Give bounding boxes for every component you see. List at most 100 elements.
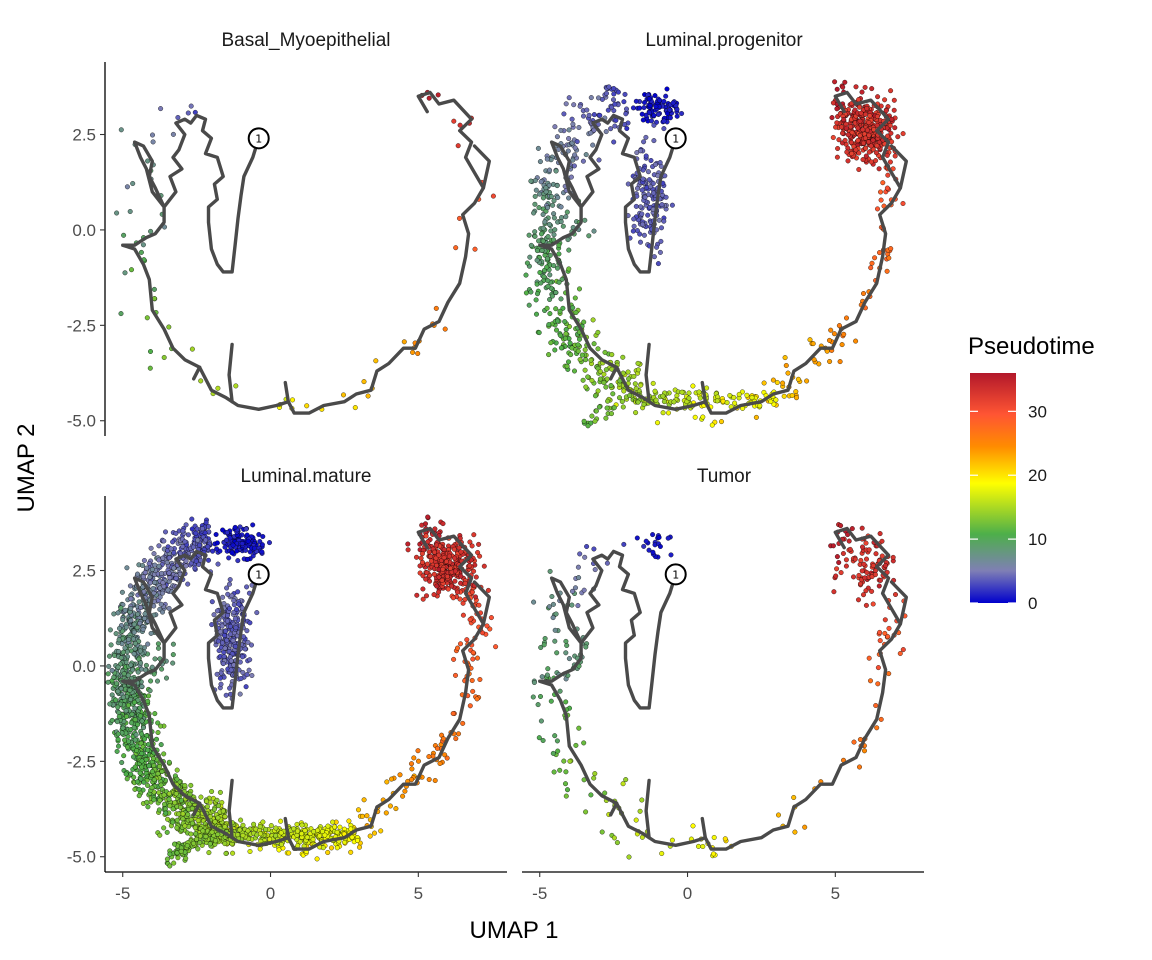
cell-point — [268, 823, 274, 829]
cell-point — [352, 405, 358, 411]
cell-point — [206, 850, 212, 856]
cell-point — [596, 157, 602, 163]
cell-point — [439, 577, 445, 583]
cell-point — [441, 555, 447, 561]
cell-point — [875, 681, 881, 687]
cell-point — [131, 651, 137, 657]
cell-point — [875, 206, 880, 212]
cell-point — [690, 383, 696, 389]
cell-point — [834, 120, 840, 126]
y-tick-label: 2.5 — [72, 126, 96, 145]
cell-point — [646, 96, 652, 102]
cell-point — [638, 382, 644, 388]
cell-point — [862, 748, 867, 754]
cell-point — [230, 850, 236, 856]
cell-point — [143, 757, 149, 763]
cell-point — [643, 134, 649, 140]
cell-point — [612, 123, 618, 129]
cell-point — [581, 319, 587, 325]
cell-point — [545, 278, 551, 284]
cell-point — [414, 592, 420, 598]
cell-point — [152, 579, 158, 585]
cell-point — [547, 167, 552, 173]
cell-point — [900, 201, 906, 206]
cell-point — [657, 160, 663, 166]
cell-point — [782, 355, 788, 361]
cell-point — [131, 621, 137, 627]
cell-point — [257, 831, 263, 837]
cell-point — [170, 641, 176, 647]
cell-point — [418, 555, 424, 561]
cell-point — [227, 577, 233, 583]
cell-point — [171, 550, 177, 556]
cell-point — [237, 691, 243, 697]
cell-point — [224, 530, 230, 536]
cell-point — [156, 807, 162, 813]
cell-point — [609, 411, 614, 417]
cell-point — [435, 92, 441, 98]
cell-point — [193, 831, 199, 837]
cell-point — [646, 110, 652, 116]
cell-point — [714, 398, 720, 404]
legend-tick-label: 20 — [1028, 466, 1047, 485]
cell-point — [451, 656, 457, 662]
cell-point — [554, 134, 560, 140]
cell-point — [836, 323, 842, 329]
cell-point — [661, 118, 667, 124]
cell-point — [866, 655, 872, 661]
cell-point — [592, 771, 598, 777]
cell-point — [182, 783, 188, 789]
cell-point — [357, 844, 362, 850]
cell-point — [832, 79, 838, 85]
cell-point — [148, 545, 154, 551]
cell-point — [631, 216, 637, 222]
cell-point — [637, 808, 643, 814]
cell-point — [646, 177, 652, 183]
cell-point — [471, 532, 477, 538]
cell-point — [665, 535, 671, 541]
cell-point — [851, 739, 857, 745]
facet-title-luminal-mature: Luminal.mature — [241, 466, 372, 487]
cell-point — [841, 331, 847, 337]
cell-point — [566, 247, 572, 253]
cell-point — [120, 694, 126, 700]
cell-point — [601, 371, 607, 377]
cell-point — [859, 525, 865, 531]
cell-point — [105, 671, 111, 677]
cell-point — [611, 139, 617, 145]
cell-point — [152, 562, 158, 568]
cell-point — [544, 305, 550, 311]
cell-point — [128, 617, 134, 623]
cell-point — [631, 223, 637, 229]
cell-point — [278, 818, 284, 824]
cell-point — [214, 540, 220, 546]
cell-point — [116, 649, 121, 654]
cell-point — [180, 811, 186, 817]
cell-point — [145, 641, 151, 647]
cell-point — [122, 607, 128, 613]
x-ticks-right: -5 0 5 — [532, 872, 840, 903]
cell-point — [221, 654, 227, 660]
cell-point — [780, 380, 786, 386]
cell-point — [161, 792, 167, 798]
cell-point — [130, 667, 136, 673]
cell-point — [134, 748, 140, 753]
cell-point — [631, 373, 637, 379]
cell-point — [426, 549, 432, 555]
cell-point — [188, 103, 194, 109]
cell-point — [139, 758, 145, 764]
root-node-label: 1 — [255, 132, 262, 145]
cell-point — [200, 828, 206, 834]
cell-point — [576, 125, 582, 130]
cell-point — [162, 806, 168, 812]
cell-point — [827, 337, 832, 343]
cell-point — [232, 643, 238, 649]
cell-point — [378, 828, 384, 834]
cell-point — [183, 558, 189, 564]
cell-point — [137, 770, 143, 776]
cell-point — [863, 588, 869, 594]
cell-point — [472, 246, 478, 252]
cell-point — [259, 549, 265, 555]
cell-point — [877, 531, 883, 537]
cell-point — [428, 553, 434, 559]
